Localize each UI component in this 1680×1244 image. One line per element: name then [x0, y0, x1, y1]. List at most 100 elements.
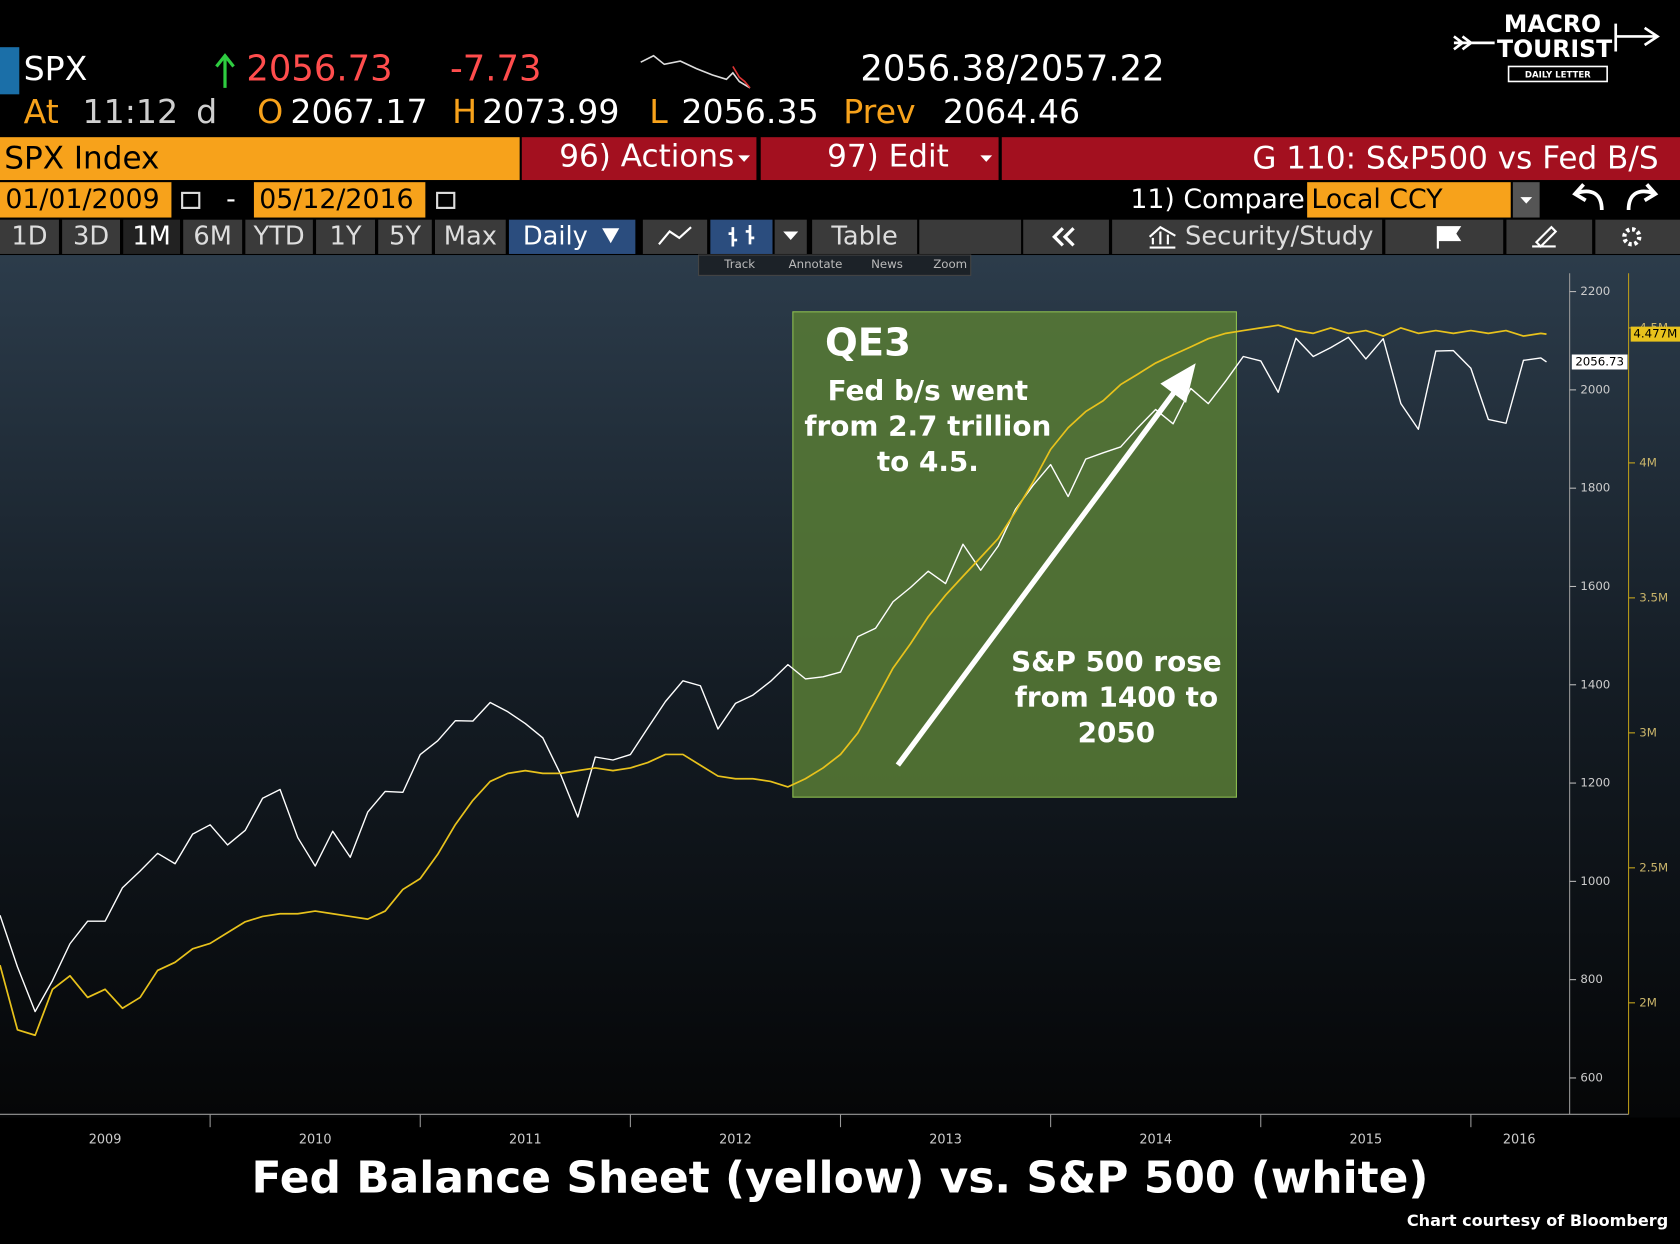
sparkline-tail: [732, 66, 751, 89]
range-button[interactable]: [245, 219, 313, 254]
last-value-label: 4.477M: [1633, 327, 1677, 341]
annotation-text: to 4.5.: [877, 445, 979, 478]
currency[interactable]: Local CCY: [1311, 184, 1443, 215]
range-label[interactable]: 3D: [73, 221, 109, 251]
range-label[interactable]: 1M: [132, 221, 171, 251]
dropdown-caret: [738, 155, 750, 162]
x-tick-label: 2014: [1139, 1133, 1172, 1148]
study-icon: [1148, 225, 1176, 249]
security-bar: [0, 137, 520, 181]
last-value-tag: [1571, 354, 1628, 370]
range-label[interactable]: YTD: [253, 221, 305, 251]
undo-button[interactable]: [1572, 183, 1604, 211]
y-tick-label: 1600: [1580, 579, 1610, 593]
chart-title: Fed Balance Sheet (yellow) vs. S&P 500 (…: [252, 1153, 1429, 1204]
series-line: [0, 336, 1547, 1013]
y-tick-label: 1400: [1580, 677, 1610, 691]
pen-icon: [1532, 225, 1558, 248]
trend-arrow: [895, 390, 1177, 767]
calendar-icon[interactable]: [181, 191, 201, 209]
y-tick-label: 600: [1580, 1070, 1602, 1084]
y2-tick-label: 2M: [1639, 995, 1657, 1009]
prev-label: Prev: [843, 92, 915, 131]
x-tick-label: 2013: [929, 1133, 962, 1148]
range-button[interactable]: [123, 219, 180, 254]
table-button[interactable]: [812, 219, 918, 254]
range-label[interactable]: Max: [444, 221, 497, 251]
calendar-icon[interactable]: [436, 191, 456, 209]
graph-title: G 110: S&P500 vs Fed B/S: [1252, 141, 1658, 177]
annotation-text: 2050: [1078, 716, 1156, 749]
toolbar-gap: [919, 219, 1022, 254]
last-value-tag: [1630, 326, 1680, 342]
chart-tools-bar: [698, 254, 972, 276]
range-button[interactable]: [0, 219, 59, 254]
open-label: O: [257, 92, 283, 131]
chart-tool[interactable]: Track: [723, 257, 755, 271]
annotation-text: Fed b/s went: [828, 374, 1029, 407]
x-tick-label: 2012: [719, 1133, 752, 1148]
edit-label[interactable]: 97) Edit: [827, 139, 949, 175]
chart-tool[interactable]: Annotate: [789, 257, 843, 271]
time-label: At: [24, 92, 59, 131]
compare-label[interactable]: 11) Compare: [1130, 184, 1304, 215]
logo-arrow-right: [1614, 23, 1660, 52]
y-tick-label: 2200: [1580, 284, 1610, 298]
frequency-label[interactable]: Daily: [523, 221, 588, 251]
chart-tool[interactable]: News: [871, 257, 903, 271]
chart-tool[interactable]: Zoom: [933, 257, 967, 271]
dropdown-caret: [1520, 197, 1533, 204]
low: 2056.35: [681, 92, 818, 131]
bar-chart-button[interactable]: [710, 219, 773, 254]
y2-tick-label: 2.5M: [1639, 860, 1668, 874]
range-label[interactable]: 5Y: [389, 221, 421, 251]
ticker: SPX: [24, 49, 88, 88]
collapse-icon: [1052, 227, 1075, 247]
range-label[interactable]: 6M: [193, 221, 232, 251]
end-date[interactable]: 05/12/2016: [259, 184, 413, 215]
range-button[interactable]: [435, 219, 506, 254]
y-tick-label: 1000: [1580, 874, 1610, 888]
logo-line-2: TOURIST: [1497, 35, 1612, 63]
range-button[interactable]: [378, 219, 432, 254]
x-tick-label: 2009: [89, 1133, 122, 1148]
graph-title-bar: [1001, 137, 1680, 181]
end-date-box[interactable]: [253, 182, 426, 218]
y-tick-label: 1800: [1580, 481, 1610, 495]
range-button[interactable]: [62, 219, 120, 254]
currency-box[interactable]: [1307, 182, 1511, 218]
x-tick-label: 2016: [1503, 1133, 1536, 1148]
table-label[interactable]: Table: [830, 221, 897, 251]
security[interactable]: SPX Index: [4, 141, 159, 177]
edit-button[interactable]: [760, 137, 999, 181]
logo-ribbon: [1507, 65, 1608, 83]
last-price: 2056.73: [246, 49, 392, 90]
start-date[interactable]: 01/01/2009: [5, 184, 159, 215]
x-tick-label: 2010: [299, 1133, 332, 1148]
y-tick-label: 1200: [1580, 776, 1610, 790]
y2-tick-label: 3M: [1639, 725, 1657, 739]
annotation-text: from 2.7 trillion: [804, 410, 1051, 443]
range-label[interactable]: 1D: [11, 221, 47, 251]
range-label[interactable]: 1Y: [330, 221, 362, 251]
y2-tick-label: 4M: [1639, 455, 1657, 469]
high: 2073.99: [482, 92, 619, 131]
series-line: [0, 324, 1547, 1037]
annotation-text: from 1400 to: [1015, 681, 1218, 714]
range-button[interactable]: [183, 219, 243, 254]
actions-button[interactable]: [521, 137, 757, 181]
redo-button[interactable]: [1626, 183, 1659, 211]
low-label: L: [649, 92, 668, 131]
up-arrow-icon: [215, 53, 235, 88]
study-label[interactable]: Security/Study: [1185, 221, 1373, 251]
line-chart-icon: [658, 226, 692, 246]
line-chart-button[interactable]: [642, 219, 708, 254]
sparkline: [640, 54, 751, 89]
actions-label[interactable]: 96) Actions: [559, 139, 734, 175]
range-button[interactable]: [316, 219, 375, 254]
x-tick-label: 2011: [509, 1133, 542, 1148]
high-label: H: [452, 92, 477, 131]
start-date-box[interactable]: [0, 182, 172, 218]
logo-line-3: DAILY LETTER: [1525, 71, 1591, 81]
